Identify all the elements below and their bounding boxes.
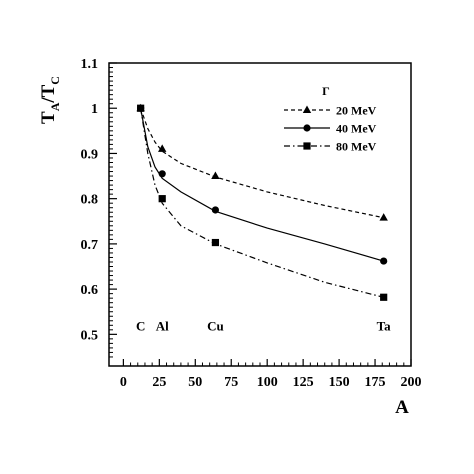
element-label: C: [136, 319, 145, 334]
y-tick-label: 0.9: [81, 147, 99, 162]
x-tick-label: 50: [188, 375, 202, 390]
x-tick-label: 0: [120, 375, 127, 390]
data-point-square: [137, 104, 145, 112]
legend-marker-circle: [303, 124, 311, 132]
legend-marker-square: [303, 142, 311, 150]
x-axis-title: A: [395, 397, 409, 418]
y-tick-label: 1.1: [81, 57, 99, 72]
data-point-square: [211, 238, 220, 247]
y-tick-label: 0.8: [81, 193, 99, 208]
series-markers: [136, 103, 388, 301]
legend-marker-triangle: [302, 105, 312, 113]
data-point-square: [158, 195, 166, 203]
element-labels: C Al Cu Ta: [136, 319, 391, 334]
x-tick-label: 25: [152, 375, 166, 390]
y-tick-label: 0.5: [81, 328, 99, 343]
y-tick-label: 1: [91, 102, 98, 117]
y-tick-label: 0.6: [81, 283, 99, 298]
y-axis-title: TA/TC: [38, 76, 62, 124]
series-lines: [140, 108, 384, 298]
data-point-triangle: [211, 171, 220, 180]
data-point-triangle: [158, 144, 167, 152]
element-label: Cu: [207, 319, 224, 334]
element-label: Al: [156, 319, 169, 334]
x-tick-label: 200: [401, 375, 422, 390]
data-point-triangle: [379, 213, 388, 221]
legend-label: 80 MeV: [336, 140, 377, 154]
y-axis-title-slash: /T: [38, 84, 59, 103]
y-tick-label: 0.7: [81, 238, 99, 253]
series-line-0: [140, 108, 384, 219]
y-axis-title-sub-c: C: [48, 76, 62, 85]
legend: Γ 20 MeV 40 MeV 80 MeV: [284, 84, 377, 154]
series-line-2: [140, 108, 384, 298]
series-line-1: [140, 108, 384, 262]
x-tick-label: 150: [329, 375, 350, 390]
element-label: Ta: [377, 319, 391, 334]
x-tick-label: 125: [293, 375, 314, 390]
y-axis-title-t: T: [38, 111, 59, 124]
data-point-circle: [211, 206, 220, 214]
data-point-circle: [158, 170, 166, 178]
y-axis-title-sub-a: A: [48, 102, 62, 111]
x-tick-label: 175: [365, 375, 386, 390]
legend-title: Γ: [322, 84, 330, 98]
x-tick-label: 100: [257, 375, 278, 390]
ticks: 0 25 50 75 100 125 150 175 200 0.5 0.6 0.7 0.8 0.9 1 1.…: [81, 57, 422, 390]
x-tick-label: 75: [224, 375, 238, 390]
data-point-square: [380, 293, 388, 301]
legend-label: 20 MeV: [336, 104, 377, 118]
legend-label: 40 MeV: [336, 122, 377, 136]
data-point-circle: [380, 257, 388, 265]
